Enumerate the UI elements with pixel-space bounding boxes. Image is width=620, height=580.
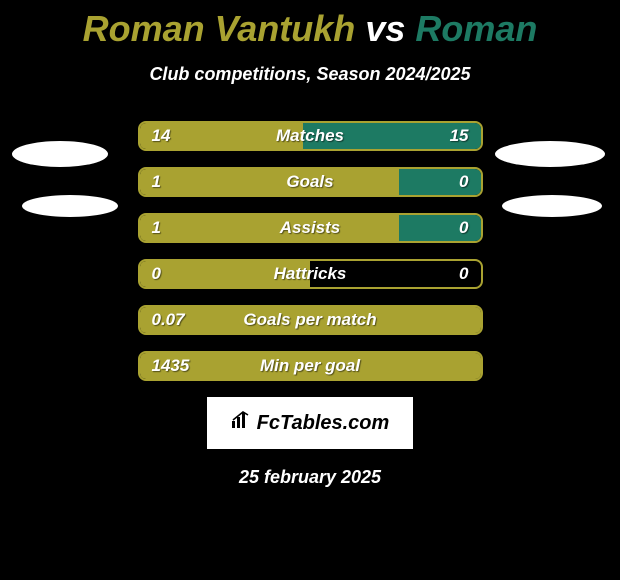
decorative-ellipse (12, 141, 108, 167)
stat-label: Assists (280, 218, 340, 238)
stat-value-left: 14 (152, 126, 171, 146)
stat-row: 1 0 Assists (138, 213, 483, 243)
stat-value-right: 15 (450, 126, 469, 146)
stat-value-left: 0.07 (152, 310, 185, 330)
title: Roman Vantukh vs Roman (0, 0, 620, 50)
stat-value-right: 0 (459, 218, 468, 238)
stat-fill-left (140, 215, 399, 241)
stat-label: Matches (276, 126, 344, 146)
stat-value-left: 0 (152, 264, 161, 284)
stat-label: Min per goal (260, 356, 360, 376)
title-player2: Roman (415, 8, 537, 49)
stat-value-left: 1 (152, 218, 161, 238)
logo-text: FcTables.com (257, 412, 390, 435)
stat-label: Hattricks (274, 264, 347, 284)
stat-row: 1435 Min per goal (138, 351, 483, 381)
stat-value-right: 0 (459, 264, 468, 284)
stat-label: Goals per match (243, 310, 376, 330)
stat-row: 14 15 Matches (138, 121, 483, 151)
title-vs: vs (365, 8, 405, 49)
stat-value-left: 1435 (152, 356, 190, 376)
stat-row: 0 0 Hattricks (138, 259, 483, 289)
title-player1: Roman Vantukh (83, 8, 356, 49)
stat-value-right: 0 (459, 172, 468, 192)
chart-area: 14 15 Matches 1 0 Goals 1 0 Assists 0 0 Hattricks 0.… (0, 121, 620, 488)
decorative-ellipse (502, 195, 602, 217)
stat-label: Goals (286, 172, 333, 192)
date: 25 february 2025 (0, 467, 620, 488)
logo-box: FcTables.com (207, 397, 413, 449)
subtitle: Club competitions, Season 2024/2025 (0, 64, 620, 85)
logo: FcTables.com (231, 411, 390, 435)
decorative-ellipse (495, 141, 605, 167)
decorative-ellipse (22, 195, 118, 217)
stat-row: 0.07 Goals per match (138, 305, 483, 335)
chart-icon (231, 411, 253, 435)
stat-row: 1 0 Goals (138, 167, 483, 197)
stat-value-left: 1 (152, 172, 161, 192)
stat-fill-left (140, 169, 399, 195)
